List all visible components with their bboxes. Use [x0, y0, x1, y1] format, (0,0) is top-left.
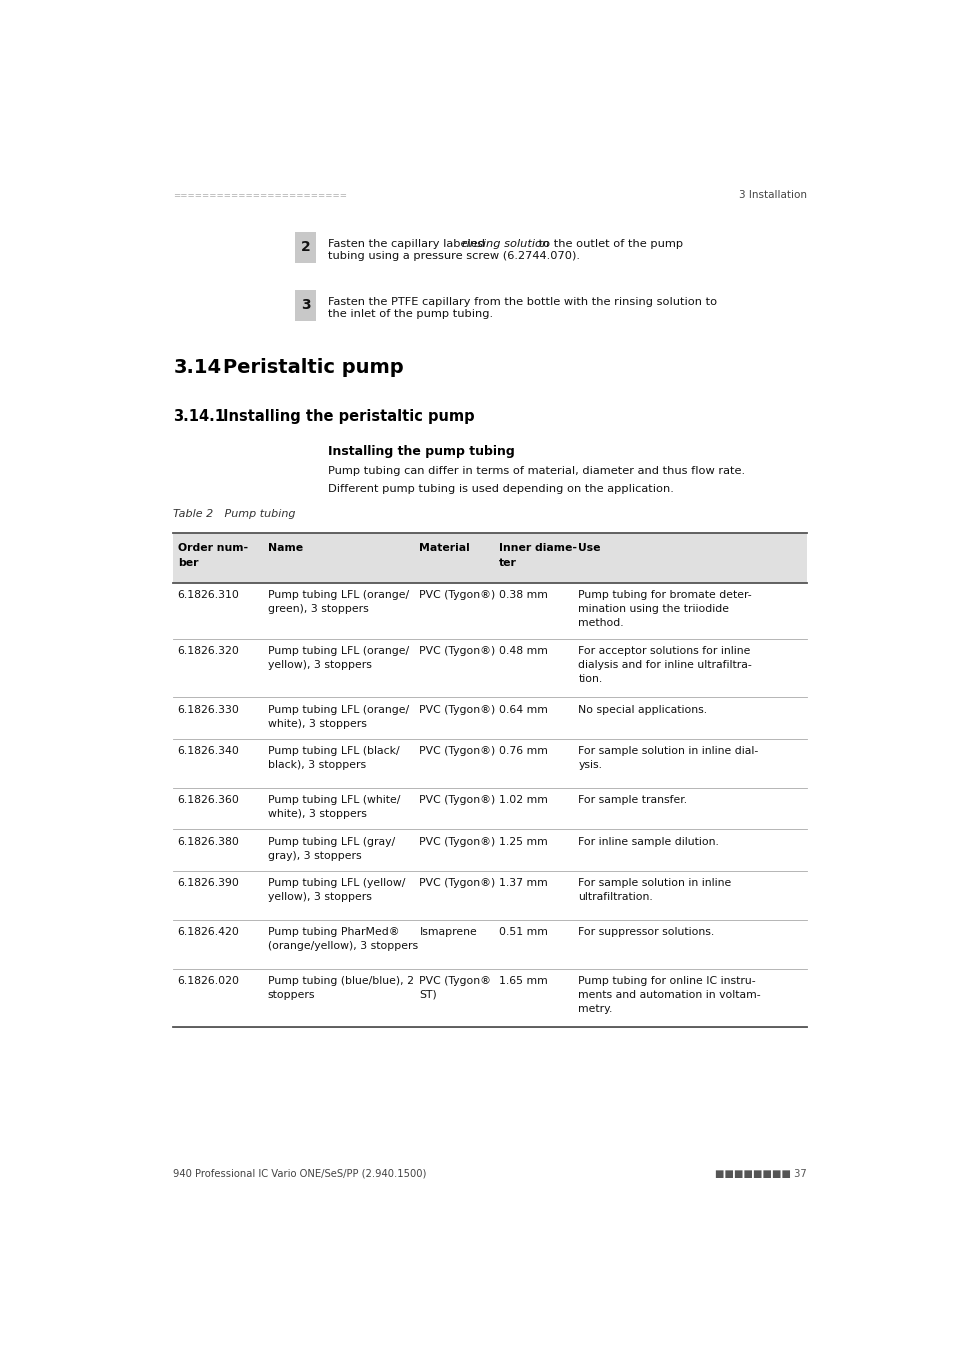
Text: method.: method.	[578, 618, 623, 628]
Text: For inline sample dilution.: For inline sample dilution.	[578, 837, 719, 846]
Text: 6.1826.390: 6.1826.390	[177, 879, 239, 888]
Text: ments and automation in voltam-: ments and automation in voltam-	[578, 990, 760, 1000]
Text: gray), 3 stoppers: gray), 3 stoppers	[268, 850, 361, 861]
Text: 0.51 mm: 0.51 mm	[498, 927, 548, 937]
Bar	[173, 533, 806, 583]
Text: 3.14.1: 3.14.1	[173, 409, 225, 424]
Text: For sample transfer.: For sample transfer.	[578, 795, 687, 805]
Text: ST): ST)	[419, 990, 436, 1000]
Text: Use: Use	[578, 544, 600, 554]
Text: For acceptor solutions for inline: For acceptor solutions for inline	[578, 647, 750, 656]
Text: (orange/yellow), 3 stoppers: (orange/yellow), 3 stoppers	[268, 941, 417, 952]
Text: tion.: tion.	[578, 675, 602, 684]
Text: PVC (Tygon®): PVC (Tygon®)	[419, 795, 496, 805]
Text: PVC (Tygon®): PVC (Tygon®)	[419, 879, 496, 888]
Text: Pump tubing LFL (black/: Pump tubing LFL (black/	[268, 747, 399, 756]
Text: 0.38 mm: 0.38 mm	[498, 590, 548, 601]
Text: 6.1826.380: 6.1826.380	[177, 837, 239, 846]
Text: 6.1826.320: 6.1826.320	[177, 647, 239, 656]
Text: yellow), 3 stoppers: yellow), 3 stoppers	[268, 660, 372, 671]
Text: 6.1826.420: 6.1826.420	[177, 927, 239, 937]
Text: Peristaltic pump: Peristaltic pump	[223, 358, 404, 377]
Text: 6.1826.340: 6.1826.340	[177, 747, 239, 756]
Text: 0.48 mm: 0.48 mm	[498, 647, 548, 656]
Text: 1.25 mm: 1.25 mm	[498, 837, 547, 846]
Text: 0.76 mm: 0.76 mm	[498, 747, 548, 756]
Text: ber: ber	[177, 558, 198, 568]
Text: 3: 3	[300, 298, 310, 312]
Text: Pump tubing can differ in terms of material, diameter and thus flow rate.: Pump tubing can differ in terms of mater…	[328, 466, 745, 477]
Text: Pump tubing LFL (gray/: Pump tubing LFL (gray/	[268, 837, 395, 846]
Text: 6.1826.330: 6.1826.330	[177, 705, 239, 714]
Text: Inner diame-: Inner diame-	[498, 544, 577, 554]
Text: PVC (Tygon®: PVC (Tygon®	[419, 976, 491, 986]
Text: Pump tubing (blue/blue), 2: Pump tubing (blue/blue), 2	[268, 976, 414, 986]
Text: 3 Installation: 3 Installation	[738, 190, 806, 200]
Text: Installing the peristaltic pump: Installing the peristaltic pump	[223, 409, 475, 424]
Text: ========================: ========================	[173, 190, 347, 200]
Text: PVC (Tygon®): PVC (Tygon®)	[419, 837, 496, 846]
Text: PVC (Tygon®): PVC (Tygon®)	[419, 705, 496, 714]
Text: 6.1826.360: 6.1826.360	[177, 795, 239, 805]
Text: PVC (Tygon®): PVC (Tygon®)	[419, 647, 496, 656]
Text: 940 Professional IC Vario ONE/SeS/PP (2.940.1500): 940 Professional IC Vario ONE/SeS/PP (2.…	[173, 1169, 426, 1179]
Text: metry.: metry.	[578, 1004, 612, 1014]
Text: 3.14: 3.14	[173, 358, 221, 377]
Text: the inlet of the pump tubing.: the inlet of the pump tubing.	[328, 309, 493, 320]
Text: Fasten the PTFE capillary from the bottle with the rinsing solution to: Fasten the PTFE capillary from the bottl…	[328, 297, 717, 306]
Text: black), 3 stoppers: black), 3 stoppers	[268, 760, 366, 771]
Text: ultrafiltration.: ultrafiltration.	[578, 892, 653, 902]
Text: stoppers: stoppers	[268, 990, 315, 1000]
Text: Fasten the capillary labeled: Fasten the capillary labeled	[328, 239, 489, 248]
Text: Pump tubing LFL (orange/: Pump tubing LFL (orange/	[268, 647, 409, 656]
Text: tubing using a pressure screw (6.2744.070).: tubing using a pressure screw (6.2744.07…	[328, 251, 579, 261]
Text: ysis.: ysis.	[578, 760, 601, 771]
Text: green), 3 stoppers: green), 3 stoppers	[268, 605, 368, 614]
Text: Pump tubing LFL (yellow/: Pump tubing LFL (yellow/	[268, 879, 405, 888]
Text: For sample solution in inline: For sample solution in inline	[578, 879, 731, 888]
Text: PVC (Tygon®): PVC (Tygon®)	[419, 747, 496, 756]
Text: to the outlet of the pump: to the outlet of the pump	[535, 239, 682, 248]
Bar	[294, 290, 315, 321]
Text: Pump tubing LFL (orange/: Pump tubing LFL (orange/	[268, 590, 409, 601]
Text: 6.1826.310: 6.1826.310	[177, 590, 239, 601]
Text: Material: Material	[419, 544, 470, 554]
Text: 0.64 mm: 0.64 mm	[498, 705, 548, 714]
Text: yellow), 3 stoppers: yellow), 3 stoppers	[268, 892, 372, 902]
Text: white), 3 stoppers: white), 3 stoppers	[268, 718, 366, 729]
Text: mination using the triiodide: mination using the triiodide	[578, 605, 729, 614]
Text: Table 2: Table 2	[173, 509, 213, 518]
Text: white), 3 stoppers: white), 3 stoppers	[268, 809, 366, 819]
Text: Order num-: Order num-	[177, 544, 248, 554]
Text: 1.37 mm: 1.37 mm	[498, 879, 547, 888]
Text: Pump tubing: Pump tubing	[213, 509, 295, 518]
Bar	[294, 232, 315, 263]
Text: No special applications.: No special applications.	[578, 705, 707, 714]
Text: Pump tubing for online IC instru-: Pump tubing for online IC instru-	[578, 976, 755, 986]
Text: Pump tubing PharMed®: Pump tubing PharMed®	[268, 927, 399, 937]
Text: Pump tubing for bromate deter-: Pump tubing for bromate deter-	[578, 590, 751, 601]
Text: Ismaprene: Ismaprene	[419, 927, 476, 937]
Text: ter: ter	[498, 558, 517, 568]
Text: dialysis and for inline ultrafiltra-: dialysis and for inline ultrafiltra-	[578, 660, 751, 671]
Text: Name: Name	[268, 544, 303, 554]
Text: 1.02 mm: 1.02 mm	[498, 795, 548, 805]
Text: Pump tubing LFL (white/: Pump tubing LFL (white/	[268, 795, 400, 805]
Text: rinsing solution: rinsing solution	[461, 239, 548, 248]
Text: For suppressor solutions.: For suppressor solutions.	[578, 927, 714, 937]
Text: 6.1826.020: 6.1826.020	[177, 976, 239, 986]
Text: 2: 2	[300, 240, 310, 254]
Text: 1.65 mm: 1.65 mm	[498, 976, 547, 986]
Text: For sample solution in inline dial-: For sample solution in inline dial-	[578, 747, 758, 756]
Text: Installing the pump tubing: Installing the pump tubing	[328, 446, 515, 458]
Text: PVC (Tygon®): PVC (Tygon®)	[419, 590, 496, 601]
Text: Different pump tubing is used depending on the application.: Different pump tubing is used depending …	[328, 483, 674, 494]
Text: ■■■■■■■■ 37: ■■■■■■■■ 37	[715, 1169, 806, 1179]
Text: Pump tubing LFL (orange/: Pump tubing LFL (orange/	[268, 705, 409, 714]
